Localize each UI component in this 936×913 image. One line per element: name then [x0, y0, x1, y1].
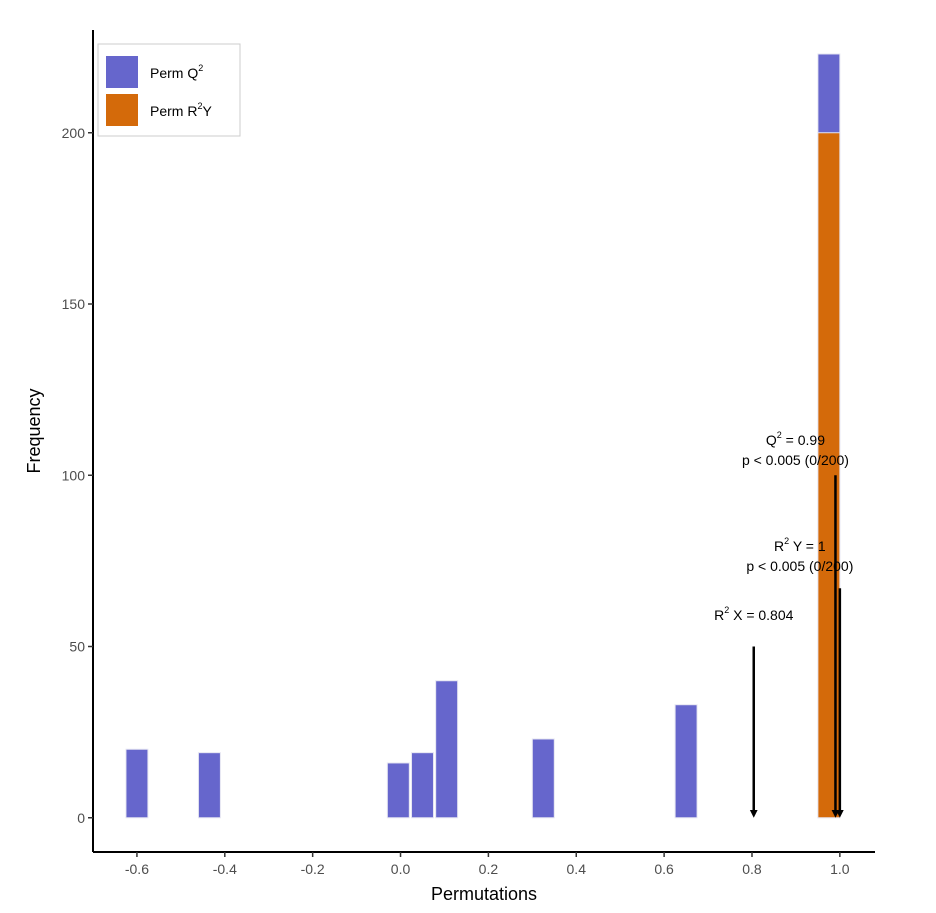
x-tick-label: 0.8 — [742, 861, 762, 877]
annotations-layer: R2 X = 0.804 Q2 = 0.99 p < 0.005 (0/200) R2… — [714, 430, 853, 818]
x-tick-label: 0.2 — [479, 861, 499, 877]
bar-series0-4 — [435, 680, 459, 819]
bar-series0-0 — [125, 748, 149, 819]
bar-series0-5 — [531, 738, 555, 819]
x-axis-title: Permutations — [431, 884, 537, 904]
x-tick-label: -0.2 — [301, 861, 325, 877]
x-tick-label: 0.0 — [391, 861, 411, 877]
legend-key-1 — [106, 94, 138, 126]
x-tick-label: -0.6 — [125, 861, 149, 877]
bar-series0-6 — [674, 704, 698, 819]
x-tick-label: 0.6 — [654, 861, 674, 877]
y-tick-label: 50 — [69, 639, 85, 655]
x-tick-label: -0.4 — [213, 861, 237, 877]
bars-layer — [125, 53, 841, 819]
bar-series0-2 — [386, 762, 410, 819]
annotation-label-q2: Q2 = 0.99 — [766, 430, 825, 448]
legend-label-0: Perm Q2 — [150, 63, 203, 81]
x-ticks: -0.6 -0.4 -0.2 0.0 0.2 0.4 0.6 0.8 1.0 — [125, 852, 850, 877]
y-tick-label: 200 — [62, 125, 86, 141]
y-ticks: 0 50 100 150 200 — [62, 125, 93, 826]
y-tick-label: 0 — [77, 810, 85, 826]
y-axis-title: Frequency — [24, 388, 44, 473]
annotation-label-r2y: p < 0.005 (0/200) — [746, 558, 853, 574]
legend-key-0 — [106, 56, 138, 88]
annotation-label-r2x: R2 X = 0.804 — [714, 605, 794, 623]
bar-series0-3 — [411, 752, 434, 819]
annotation-label-q2: p < 0.005 (0/200) — [742, 452, 849, 468]
y-tick-label: 100 — [62, 467, 86, 483]
axes-layer — [92, 30, 875, 853]
x-tick-label: 0.4 — [567, 861, 587, 877]
annotation-label-r2y: R2 Y = 1 — [774, 536, 826, 554]
bar-series0-1 — [197, 752, 221, 819]
x-tick-label: 1.0 — [830, 861, 850, 877]
legend: Perm Q2 Perm R2Y — [97, 43, 241, 137]
y-tick-label: 150 — [62, 296, 86, 312]
legend-label-1: Perm R2Y — [150, 101, 212, 119]
